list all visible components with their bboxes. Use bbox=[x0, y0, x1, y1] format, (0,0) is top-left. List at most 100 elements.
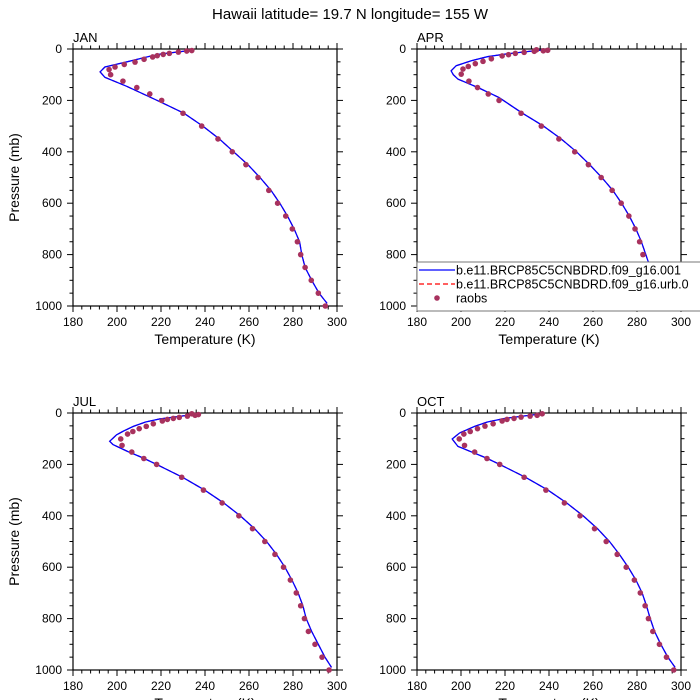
raobs-point bbox=[531, 48, 538, 55]
raobs-point bbox=[521, 49, 527, 56]
raobs-point bbox=[642, 602, 648, 609]
raobs-point bbox=[149, 54, 156, 60]
y-tick-label: 1000 bbox=[379, 299, 406, 313]
raobs-point bbox=[184, 413, 191, 419]
raobs-point bbox=[499, 53, 505, 59]
x-tick-label: 240 bbox=[195, 679, 215, 693]
panel-title: JUL bbox=[73, 394, 96, 409]
raobs-point bbox=[124, 431, 131, 437]
x-tick-label: 260 bbox=[239, 679, 259, 693]
series-line-model2 bbox=[108, 413, 333, 668]
raobs-point bbox=[632, 226, 638, 232]
raobs-point bbox=[189, 47, 195, 54]
raobs-point bbox=[312, 641, 318, 648]
x-tick-label: 300 bbox=[327, 679, 347, 693]
raobs-point bbox=[538, 123, 545, 129]
raobs-point bbox=[518, 414, 524, 420]
y-tick-label: 600 bbox=[386, 560, 406, 574]
legend-label-model1: b.e11.BRCP85C5CNBDRD.f09_g16.001 bbox=[456, 264, 681, 278]
plot-area bbox=[451, 410, 677, 673]
raobs-point bbox=[297, 251, 304, 258]
y-tick-label: 800 bbox=[42, 612, 62, 626]
raobs-point bbox=[121, 61, 128, 68]
raobs-point bbox=[488, 55, 495, 62]
raobs-point bbox=[636, 238, 643, 245]
raobs-point bbox=[650, 628, 656, 635]
x-tick-label: 200 bbox=[107, 679, 127, 693]
panel-oct: 180 200 220 240 260 280 300 0 200 400 600 800 1000 OC… bbox=[379, 394, 691, 700]
raobs-point bbox=[618, 200, 624, 206]
raobs-point bbox=[603, 538, 609, 545]
x-tick-label: 220 bbox=[151, 679, 171, 693]
panel-title: OCT bbox=[417, 394, 445, 409]
x-axis-label: Temperature (K) bbox=[154, 331, 255, 347]
raobs-point bbox=[170, 415, 177, 422]
plot-frame bbox=[416, 412, 682, 671]
raobs-point bbox=[585, 161, 592, 168]
figure-title: Hawaii latitude= 19.7 N longitude= 155 W bbox=[212, 6, 489, 23]
plot-frame bbox=[72, 48, 338, 307]
raobs-point bbox=[496, 461, 503, 468]
series-line-model1 bbox=[451, 413, 676, 668]
raobs-point bbox=[272, 551, 278, 558]
raobs-point bbox=[106, 66, 112, 73]
raobs-point bbox=[544, 47, 551, 54]
raobs-point bbox=[176, 414, 183, 421]
raobs-point bbox=[504, 416, 510, 423]
raobs-point bbox=[640, 251, 646, 258]
y-tick-label: 800 bbox=[386, 612, 406, 626]
raobs-point bbox=[631, 577, 638, 583]
raobs-point bbox=[326, 667, 332, 673]
x-tick-label: 260 bbox=[239, 315, 259, 329]
panel-title: JAN bbox=[73, 30, 98, 45]
raobs-point bbox=[484, 455, 490, 462]
x-tick-label: 180 bbox=[63, 315, 83, 329]
y-tick-label: 400 bbox=[386, 145, 406, 159]
x-tick-label: 200 bbox=[451, 679, 471, 693]
raobs-point bbox=[591, 525, 598, 532]
y-tick-label: 200 bbox=[386, 457, 406, 471]
x-tick-label: 280 bbox=[283, 315, 303, 329]
x-tick-label: 240 bbox=[195, 315, 215, 329]
legend-box bbox=[416, 261, 700, 312]
raobs-point bbox=[166, 50, 173, 57]
raobs-point bbox=[297, 602, 304, 609]
legend-label-raobs: raobs bbox=[456, 292, 487, 306]
y-tick-label: 0 bbox=[399, 42, 406, 56]
raobs-point bbox=[249, 525, 256, 532]
x-tick-label: 240 bbox=[539, 315, 559, 329]
raobs-point bbox=[623, 564, 630, 570]
y-tick-label: 800 bbox=[386, 248, 406, 262]
raobs-point bbox=[571, 149, 578, 155]
raobs-point bbox=[609, 187, 615, 194]
plot-frame bbox=[72, 412, 338, 671]
raobs-point bbox=[180, 110, 186, 117]
raobs-point bbox=[315, 290, 322, 296]
raobs-point bbox=[670, 667, 677, 673]
y-tick-label: 400 bbox=[42, 509, 62, 523]
raobs-point bbox=[540, 47, 547, 54]
raobs-point bbox=[134, 84, 140, 91]
raobs-point bbox=[164, 416, 171, 423]
panel-jul: 180 200 220 240 260 280 300 0 200 400 600 800 1000 JU… bbox=[6, 394, 347, 700]
raobs-point bbox=[274, 200, 281, 206]
raobs-point bbox=[505, 51, 512, 58]
raobs-point bbox=[539, 410, 545, 417]
raobs-point bbox=[322, 303, 329, 309]
raobs-point bbox=[534, 412, 540, 419]
plot-area bbox=[108, 410, 333, 673]
raobs-point bbox=[255, 174, 261, 181]
raobs-point bbox=[518, 110, 524, 117]
y-axis-label: Pressure (mb) bbox=[6, 133, 22, 222]
raobs-point bbox=[543, 487, 549, 493]
raobs-point bbox=[219, 500, 225, 506]
y-tick-label: 600 bbox=[42, 196, 62, 210]
raobs-point bbox=[456, 436, 463, 442]
raobs-point bbox=[458, 71, 465, 77]
raobs-point bbox=[496, 97, 502, 104]
raobs-point bbox=[512, 50, 519, 57]
legend-label-model2: b.e11.BRCP85C5CNBDRD.f09_g16.urb.0 bbox=[456, 278, 689, 292]
raobs-point bbox=[117, 436, 124, 442]
raobs-point bbox=[305, 628, 312, 635]
raobs-point bbox=[262, 538, 268, 545]
